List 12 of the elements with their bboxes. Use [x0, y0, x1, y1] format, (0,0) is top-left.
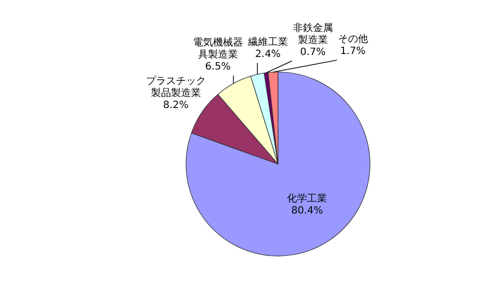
slice-label: その他 [338, 33, 368, 46]
data-label: 2.4% [255, 49, 281, 60]
data-label: 6.5% [205, 62, 231, 73]
data-label: 1.7% [340, 46, 366, 58]
data-label: 0.7% [300, 47, 326, 58]
slice-label: 繊維工業 [246, 36, 288, 48]
slice-label: プラスチック製品製造業 [146, 74, 206, 99]
slice-label: 化学工業 [287, 192, 328, 204]
slice-label: 電気機械器具製造業 [192, 36, 243, 61]
data-label: 80.4% [291, 205, 324, 216]
data-label: 8.2% [163, 100, 189, 111]
slice-label: 非鉄金属製造業 [292, 22, 333, 46]
